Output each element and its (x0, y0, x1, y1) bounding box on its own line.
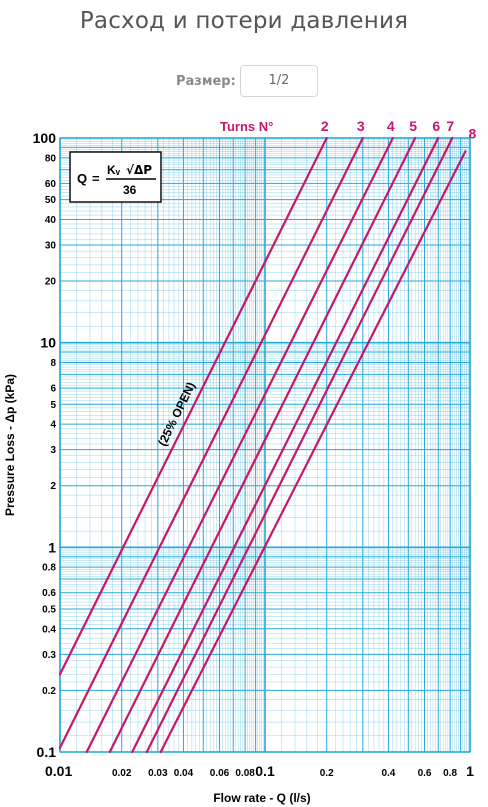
x-tick-label: 0.04 (174, 768, 194, 779)
series-label-2: 2 (321, 118, 329, 134)
x-tick-label: 0.08 (235, 768, 255, 779)
x-tick-label: 0.03 (148, 768, 168, 779)
x-tick-label: 0.1 (255, 763, 275, 779)
x-tick-label: 0.06 (210, 768, 230, 779)
series-line-4 (85, 136, 394, 754)
y-axis-label: Pressure Loss - Δp (kPa) (3, 374, 17, 516)
y-tick-label: 60 (45, 179, 57, 190)
series-label-4: 4 (387, 118, 395, 134)
y-tick-label: 20 (45, 277, 57, 288)
page-title: Расход и потери давления (79, 8, 409, 34)
formula-equals: = (92, 171, 100, 186)
y-tick-label: 10 (40, 335, 56, 351)
x-tick-label: 0.2 (320, 768, 334, 779)
y-tick-label: 40 (45, 215, 57, 226)
series-label-6: 6 (432, 118, 440, 134)
y-tick-label: 80 (45, 153, 57, 164)
x-tick-label: 0.02 (112, 768, 132, 779)
x-tick-label: 0.4 (381, 768, 395, 779)
y-tick-label: 30 (45, 241, 57, 252)
series-label-7: 7 (446, 118, 454, 134)
series-line-5 (108, 136, 417, 754)
y-tick-label: 4 (50, 420, 56, 431)
major-grid (59, 137, 471, 753)
formula-kv: Kᵥ (107, 163, 121, 177)
series-line-2 (58, 136, 328, 676)
y-tick-label: 1 (48, 539, 56, 555)
plot-frame (59, 137, 471, 753)
y-tick-label: 5 (50, 400, 56, 411)
formula-q: Q (77, 171, 87, 186)
series-line-6 (131, 136, 440, 754)
y-tick-labels: 0.1 0.2 0.3 0.4 0.5 0.6 0.8 1 2 3 4 5 6 8 10 20 30 40 50 60… (33, 130, 57, 760)
size-select[interactable]: 1/2 (240, 65, 318, 97)
y-tick-label: 3 (50, 445, 56, 456)
size-label: Размер: (176, 74, 236, 89)
y-tick-label: 0.8 (42, 563, 56, 574)
series-line-7 (145, 136, 454, 754)
series-label-3: 3 (357, 118, 365, 134)
y-tick-label: 0.5 (42, 604, 56, 615)
formula-box: Q = Kᵥ √ΔP 36 (69, 151, 162, 203)
series-line-8 (159, 150, 467, 754)
y-tick-label: 8 (50, 358, 56, 369)
pressure-loss-chart: 0.10.20.30.40.50.60.81234568102030405060… (3, 118, 477, 805)
y-tick-label: 100 (33, 130, 57, 146)
formula-denominator: 36 (123, 183, 137, 197)
y-tick-label: 2 (50, 481, 56, 492)
y-tick-label: 0.1 (37, 744, 57, 760)
x-tick-label: 0.8 (443, 768, 457, 779)
series-lines (58, 136, 467, 754)
formula-sqrt-dp: √ΔP (126, 163, 152, 177)
y-tick-label: 0.6 (42, 588, 56, 599)
y-tick-label: 0.2 (42, 686, 56, 697)
legend-title: Turns N° (220, 119, 273, 134)
x-tick-label: 0.6 (418, 768, 432, 779)
x-axis-label: Flow rate - Q (l/s) (213, 791, 310, 805)
y-tick-label: 50 (45, 195, 57, 206)
y-tick-label: 0.4 (42, 624, 56, 635)
y-tick-label: 0.3 (42, 650, 56, 661)
x-tick-labels: 0.01 0.02 0.03 0.04 0.06 0.08 0.1 0.2 0.4 0.6 0.8 1 (45, 763, 474, 779)
y-tick-label: 6 (50, 384, 56, 395)
series-line-3 (58, 136, 364, 749)
series-label-5: 5 (409, 118, 417, 134)
x-tick-label: 1 (466, 763, 474, 779)
x-tick-label: 0.01 (45, 763, 72, 779)
size-selector-row: Размер: 1/2 (0, 65, 488, 99)
series-label-8: 8 (469, 125, 477, 141)
